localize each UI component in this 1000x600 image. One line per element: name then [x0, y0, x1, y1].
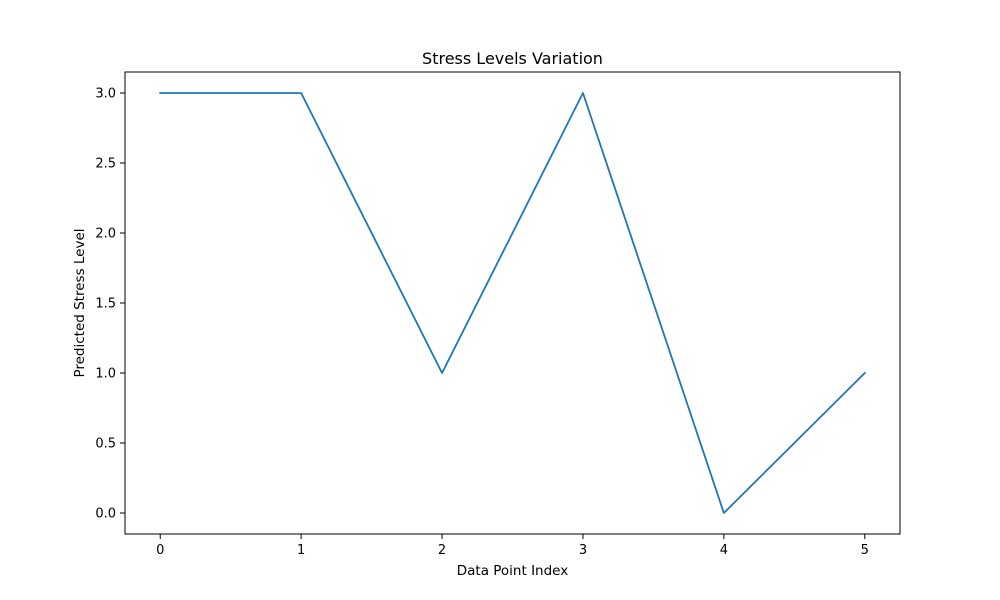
x-tick-label: 5	[861, 543, 869, 558]
x-tick-label: 2	[438, 543, 446, 558]
x-axis: 0 1 2 3 4 5	[156, 534, 869, 558]
y-tick-label: 2.5	[95, 157, 116, 172]
y-tick-label: 1.5	[95, 297, 116, 312]
y-axis-title: Predicted Stress Level	[72, 228, 88, 377]
series-layer	[159, 92, 867, 514]
plot-background	[125, 72, 900, 534]
x-tick-label: 4	[720, 543, 728, 558]
y-axis: 0.0 0.5 1.0 1.5 2.0 2.5 3.0	[95, 87, 125, 522]
x-tick-label: 1	[297, 543, 305, 558]
x-tick-label: 3	[579, 543, 587, 558]
x-tick-label: 0	[156, 543, 164, 558]
y-tick-label: 0.0	[95, 507, 116, 522]
y-tick-label: 1.0	[95, 367, 116, 382]
y-tick-label: 0.5	[95, 437, 116, 452]
y-tick-label: 2.0	[95, 227, 116, 242]
series-line	[159, 92, 867, 514]
y-tick-label: 3.0	[95, 87, 116, 102]
chart-title: Stress Levels Variation	[422, 49, 603, 68]
x-axis-title: Data Point Index	[457, 563, 569, 579]
